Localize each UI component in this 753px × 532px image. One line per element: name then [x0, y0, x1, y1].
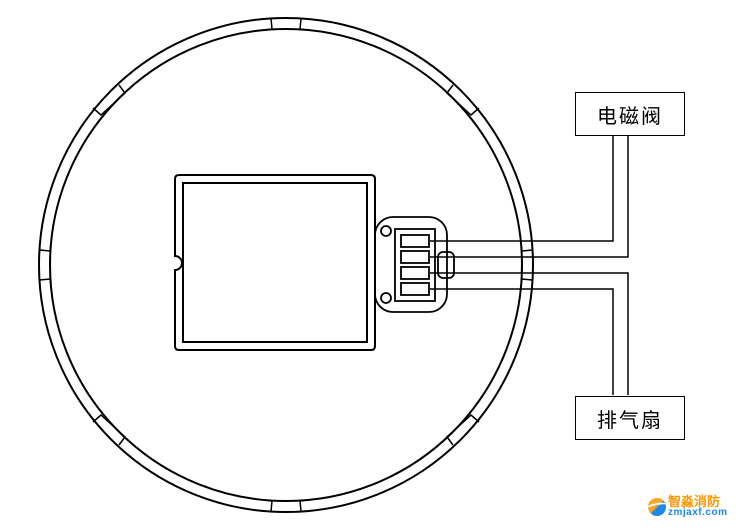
device-outline-group	[39, 18, 628, 512]
connector	[375, 217, 454, 312]
module-body	[175, 175, 375, 350]
mount-hole-top	[381, 226, 391, 236]
wire-solenoid-b	[430, 135, 628, 257]
strain-relief	[438, 252, 454, 278]
pin-3	[401, 267, 429, 279]
label-fan: 排气扇	[575, 396, 685, 440]
connector-body	[375, 217, 447, 312]
module-body-inner	[183, 183, 367, 342]
wires	[430, 135, 628, 395]
mount-tabs	[40, 19, 533, 512]
diagram-canvas: 电磁阀 排气扇 智淼消防 zmjaxf.com	[0, 0, 753, 532]
pin-4	[401, 283, 429, 295]
watermark-url: zmjaxf.com	[668, 508, 727, 518]
inner-circle	[50, 29, 522, 501]
pin-1	[401, 235, 429, 247]
watermark-logo-icon	[648, 498, 666, 516]
label-fan-text: 排气扇	[597, 404, 663, 433]
diagram-svg	[0, 0, 753, 532]
label-solenoid: 电磁阀	[575, 92, 685, 136]
watermark: 智淼消防 zmjaxf.com	[648, 495, 727, 518]
pin-2	[401, 251, 429, 263]
label-solenoid-text: 电磁阀	[597, 100, 663, 129]
watermark-text: 智淼消防 zmjaxf.com	[668, 495, 727, 518]
wire-fan-a	[430, 273, 628, 395]
outer-circle	[39, 18, 533, 512]
mount-hole-bottom	[381, 293, 391, 303]
